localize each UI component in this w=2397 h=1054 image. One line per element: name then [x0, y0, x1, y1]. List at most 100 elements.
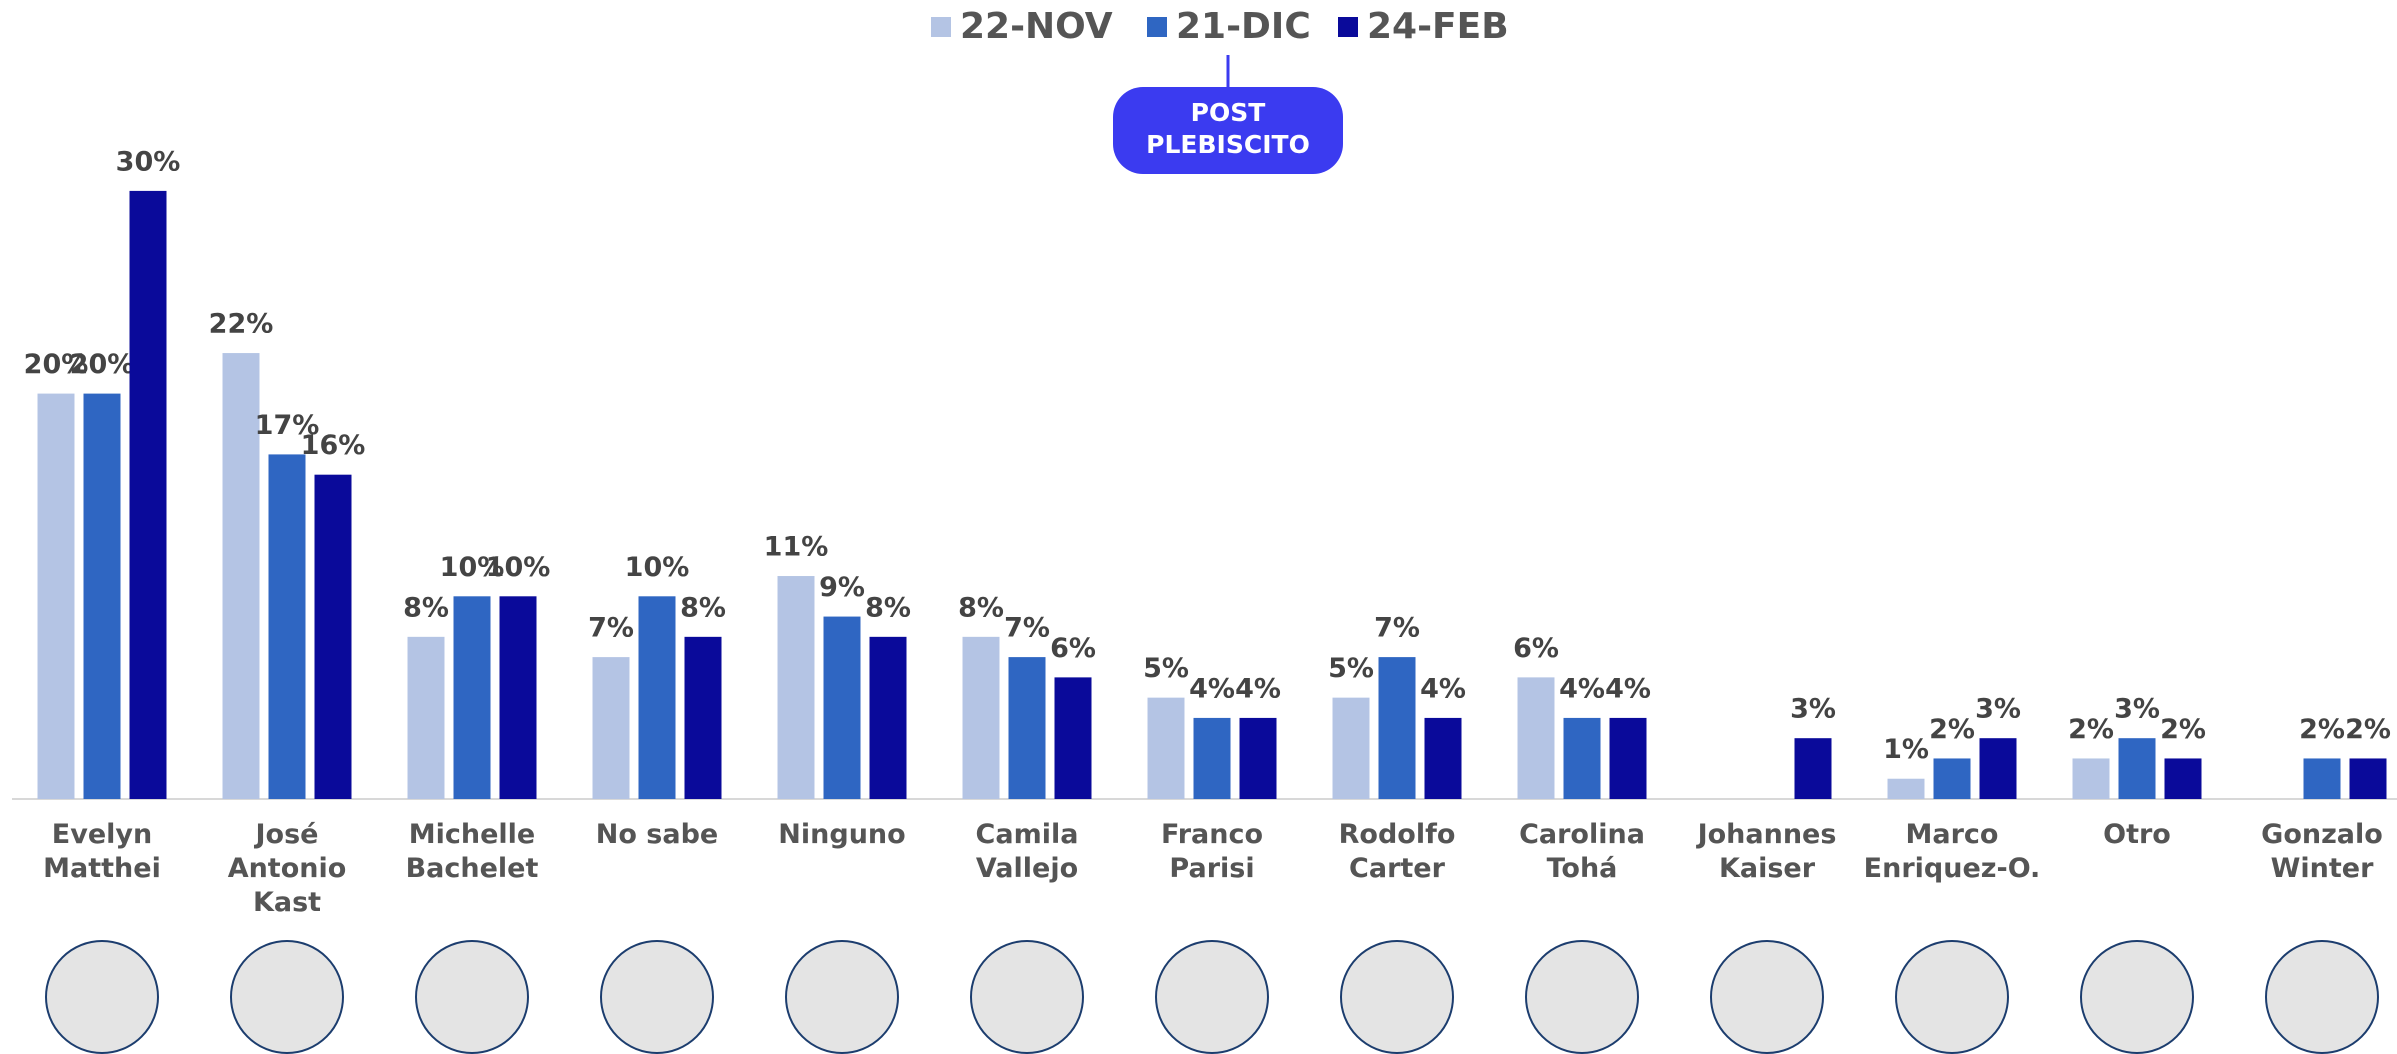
bar	[129, 190, 167, 799]
value-label: 9%	[819, 572, 865, 603]
candidate-photo	[230, 940, 344, 1054]
bar	[1979, 738, 2017, 799]
x-tick-label: Michelle Bachelet	[406, 819, 539, 884]
bar	[1008, 657, 1046, 799]
legend-swatch	[931, 17, 951, 37]
legend-label: 22-NOV	[960, 6, 1113, 47]
x-tick-label: Otro	[2103, 819, 2171, 850]
value-label: 2%	[2068, 714, 2114, 745]
bar	[1378, 657, 1416, 799]
value-label: 8%	[958, 592, 1004, 623]
value-label: 20%	[24, 349, 89, 380]
bar	[1147, 697, 1185, 799]
candidate-photo	[415, 940, 529, 1054]
value-label: 6%	[1050, 633, 1096, 664]
bar	[37, 393, 75, 799]
value-label: 20%	[70, 349, 135, 380]
legend-label: 24-FEB	[1367, 6, 1509, 47]
candidate-photo	[970, 940, 1084, 1054]
bar	[2349, 758, 2387, 799]
bar	[1563, 717, 1601, 799]
value-label: 2%	[2345, 714, 2391, 745]
value-label: 8%	[403, 592, 449, 623]
bar	[869, 636, 907, 799]
value-label: 3%	[2114, 694, 2160, 725]
bar	[453, 596, 491, 799]
bar	[592, 657, 630, 799]
value-label: 4%	[1189, 673, 1235, 704]
value-label: 4%	[1235, 673, 1281, 704]
value-label: 10%	[440, 552, 505, 583]
bar	[1609, 717, 1647, 799]
value-label: 3%	[1975, 694, 2021, 725]
candidate-photo	[600, 940, 714, 1054]
value-label: 5%	[1143, 653, 1189, 684]
x-tick-label: Marco Enriquez-O.	[1864, 819, 2041, 884]
bar	[314, 474, 352, 799]
value-label: 2%	[2299, 714, 2345, 745]
value-label: 4%	[1605, 673, 1651, 704]
bar	[823, 616, 861, 799]
bar	[2118, 738, 2156, 799]
value-label: 1%	[1883, 734, 1929, 765]
x-tick-label: José Antonio Kast	[228, 819, 347, 918]
value-label: 7%	[1004, 613, 1050, 644]
value-label: 2%	[2160, 714, 2206, 745]
value-label: 7%	[588, 613, 634, 644]
bar	[1054, 677, 1092, 799]
bar	[684, 636, 722, 799]
x-tick-label: Camila Vallejo	[976, 819, 1079, 884]
value-label: 30%	[116, 146, 181, 177]
bar	[1332, 697, 1370, 799]
value-label: 10%	[625, 552, 690, 583]
bar	[962, 636, 1000, 799]
bar	[268, 454, 306, 799]
bar	[1424, 717, 1462, 799]
x-tick-label: No sabe	[596, 819, 718, 850]
value-label: 11%	[764, 532, 829, 563]
candidate-photo	[2080, 940, 2194, 1054]
bar	[499, 596, 537, 799]
bar	[638, 596, 676, 799]
candidate-photo	[1155, 940, 1269, 1054]
candidate-photo	[1525, 940, 1639, 1054]
bar	[777, 576, 815, 799]
value-label: 3%	[1790, 694, 1836, 725]
candidate-photo	[785, 940, 899, 1054]
candidate-photo	[1895, 940, 2009, 1054]
value-label: 7%	[1374, 613, 1420, 644]
value-label: 4%	[1420, 673, 1466, 704]
bar	[1517, 677, 1555, 799]
legend-swatch	[1147, 17, 1167, 37]
bar	[83, 393, 121, 799]
value-label: 8%	[680, 592, 726, 623]
x-tick-label: Rodolfo Carter	[1339, 819, 1456, 884]
x-tick-label: Johannes Kaiser	[1696, 819, 1837, 884]
legend-label: 21-DIC	[1176, 6, 1311, 47]
bar	[2164, 758, 2202, 799]
annotation: POST PLEBISCITO	[1146, 98, 1310, 159]
value-label: 8%	[865, 592, 911, 623]
bar	[1794, 738, 1832, 799]
value-label: 10%	[486, 552, 551, 583]
legend-swatch	[1338, 17, 1358, 37]
x-tick-label: Franco Parisi	[1161, 819, 1263, 884]
bar	[1933, 758, 1971, 799]
candidate-photo	[1340, 940, 1454, 1054]
bar	[1887, 778, 1925, 799]
candidate-photo	[1710, 940, 1824, 1054]
value-label: 5%	[1328, 653, 1374, 684]
bar	[1193, 717, 1231, 799]
bar	[2303, 758, 2341, 799]
bar	[407, 636, 445, 799]
candidate-photo	[2265, 940, 2379, 1054]
value-label: 17%	[255, 410, 320, 441]
value-label: 4%	[1559, 673, 1605, 704]
x-tick-label: Gonzalo Winter	[2261, 819, 2383, 884]
x-tick-label: Carolina Tohá	[1519, 819, 1645, 884]
candidate-photo	[45, 940, 159, 1054]
value-label: 2%	[1929, 714, 1975, 745]
value-label: 16%	[301, 430, 366, 461]
bar	[2072, 758, 2110, 799]
